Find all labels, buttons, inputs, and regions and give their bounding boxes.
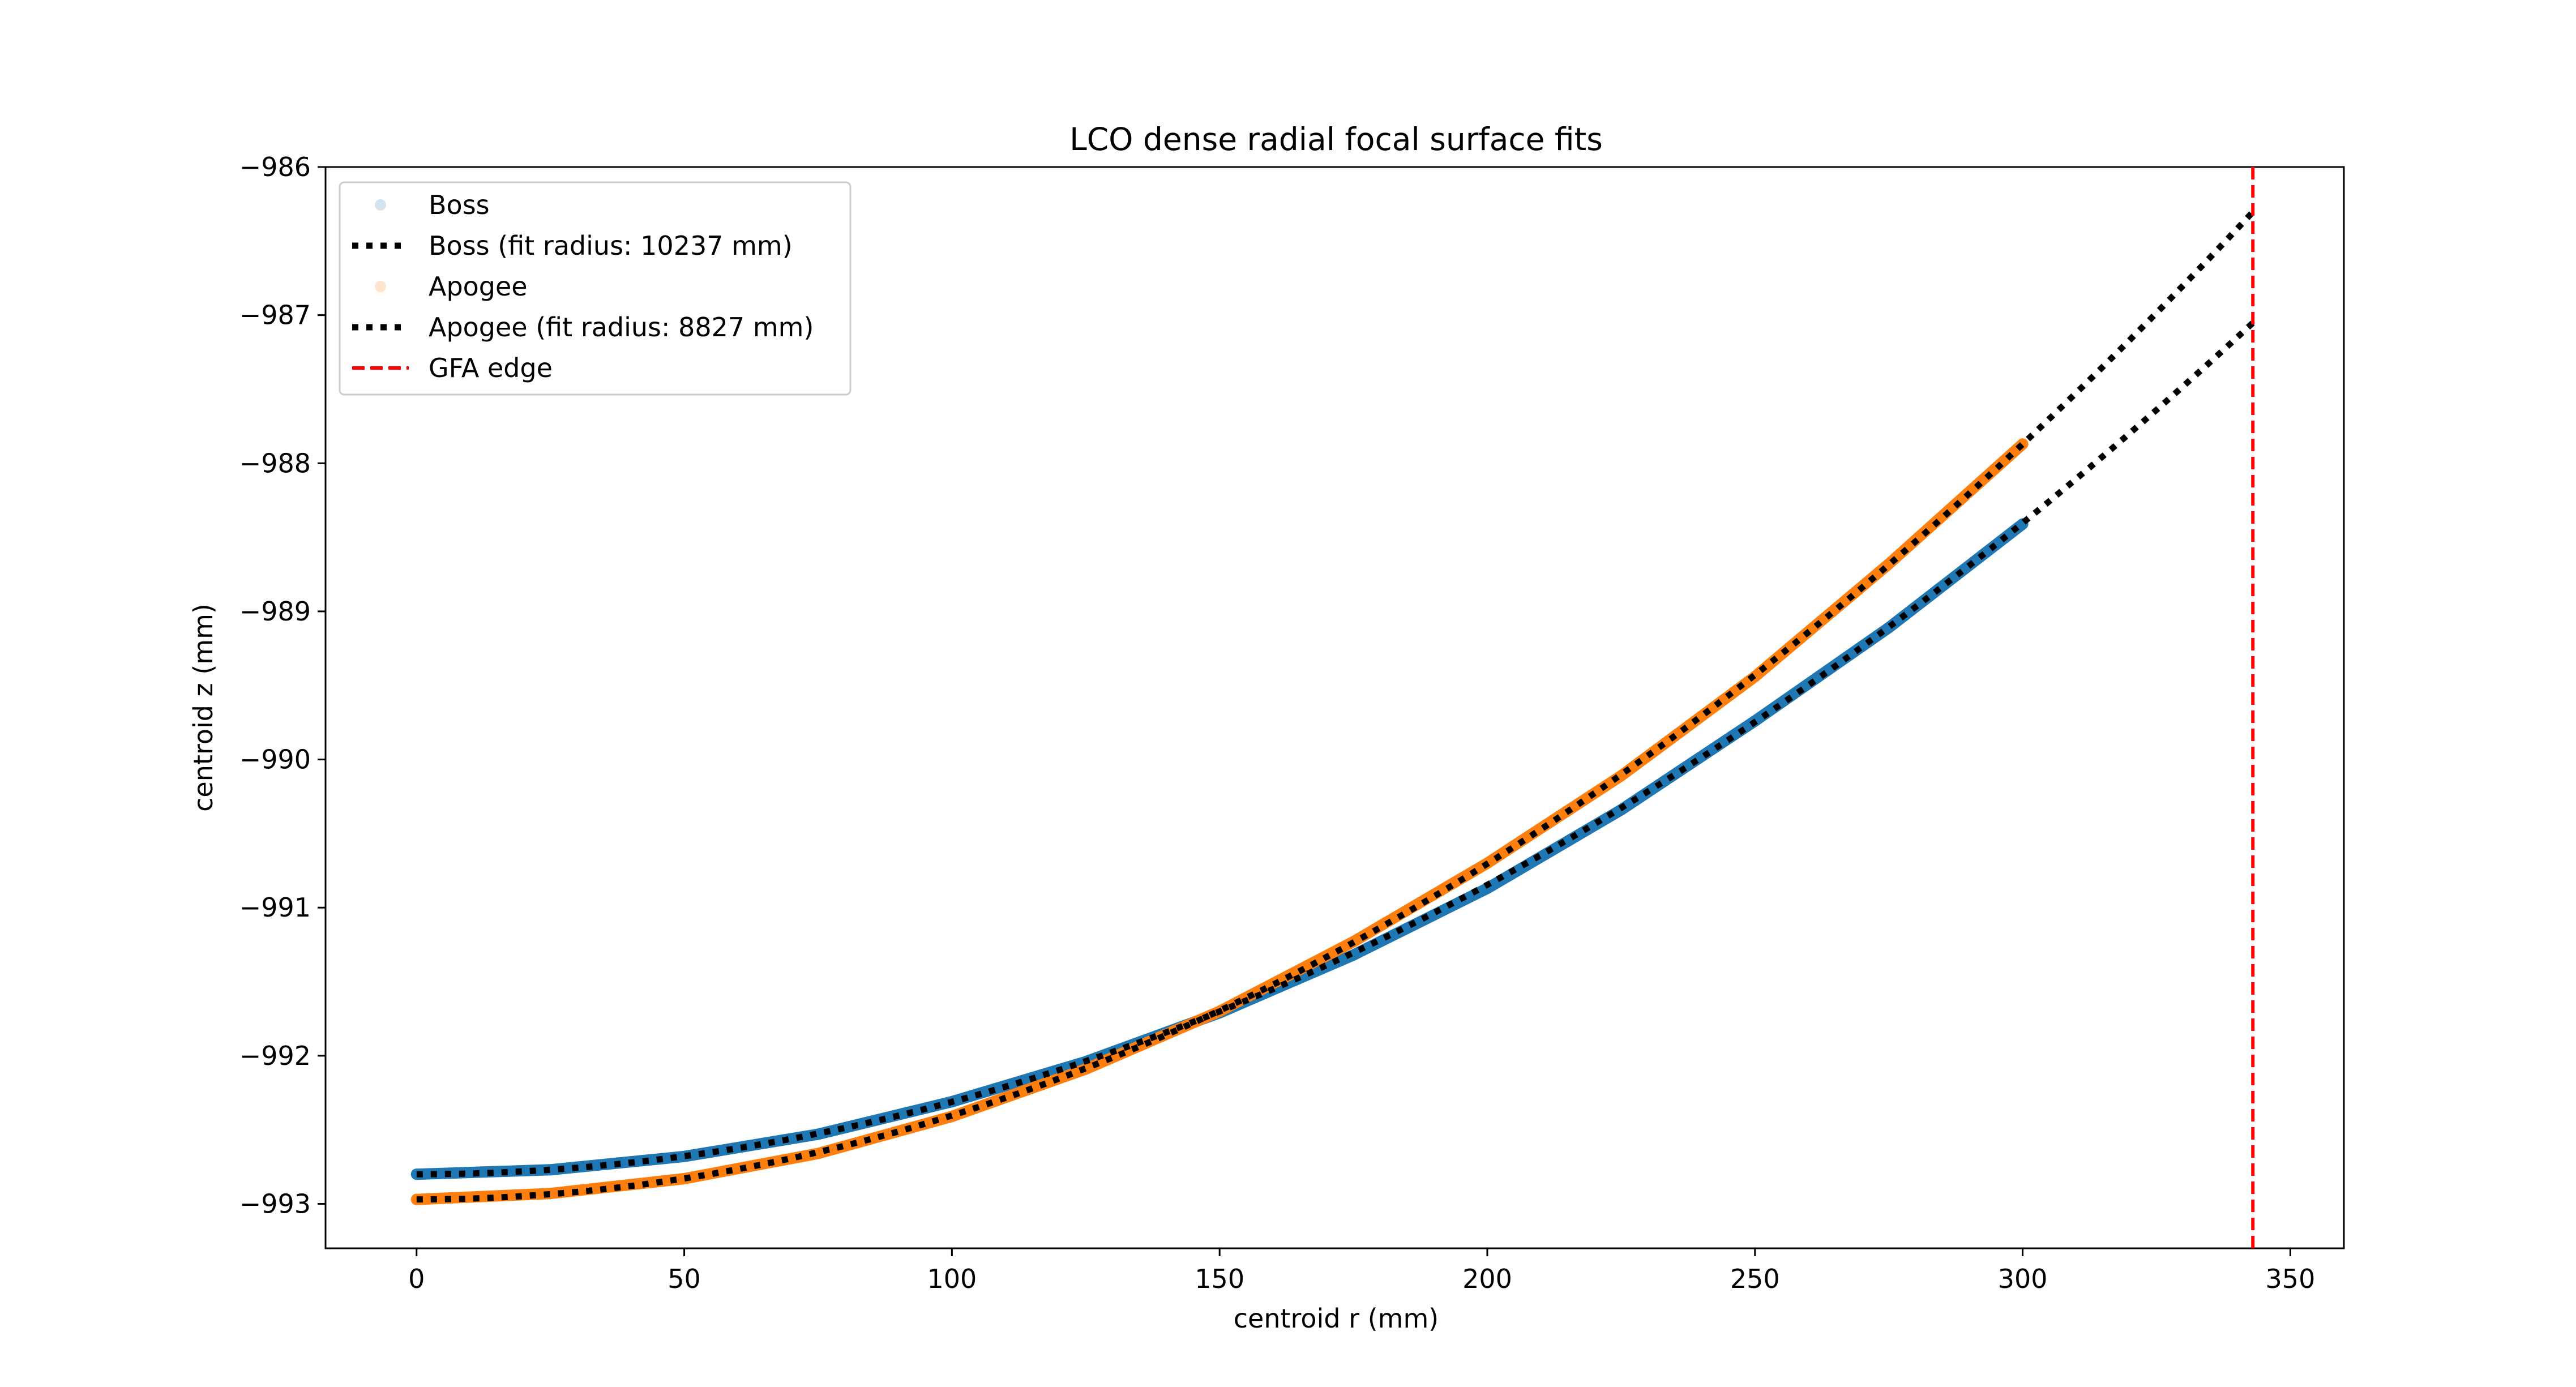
y-tick-label: −990 xyxy=(239,744,311,775)
legend-label: GFA edge xyxy=(429,353,553,383)
legend-label: Apogee (fit radius: 8827 mm) xyxy=(429,312,814,343)
x-tick-label: 250 xyxy=(1730,1264,1780,1294)
data-point-apogee xyxy=(812,1148,824,1159)
legend-label: Apogee xyxy=(429,271,528,302)
y-tick-label: −986 xyxy=(239,152,311,182)
y-tick-label: −991 xyxy=(239,892,311,923)
chart-title: LCO dense radial focal surface fits xyxy=(1069,121,1603,157)
series-layer xyxy=(410,167,2256,1248)
series-line-apogee xyxy=(410,438,2029,1205)
x-tick-label: 200 xyxy=(1462,1264,1512,1294)
y-axis: −993 −992 −991 −990 −989 −988 −987 −986 xyxy=(239,152,326,1219)
legend-label: Boss (fit radius: 10237 mm) xyxy=(429,230,793,261)
y-tick-label: −993 xyxy=(239,1189,311,1219)
x-tick-label: 350 xyxy=(2266,1264,2316,1294)
y-tick-label: −988 xyxy=(239,448,311,478)
legend-marker xyxy=(375,281,386,292)
legend-label: Boss xyxy=(429,190,490,220)
plot-frame xyxy=(324,166,2345,1249)
x-axis: 0 50 100 150 200 250 300 350 xyxy=(408,1248,2315,1294)
x-tick-label: 50 xyxy=(667,1264,701,1294)
y-tick-label: −987 xyxy=(239,300,311,331)
y-axis-label: centroid z (mm) xyxy=(188,603,219,812)
x-axis-label: centroid r (mm) xyxy=(1234,1303,1439,1334)
fit-curve xyxy=(416,320,2255,1178)
x-tick-label: 150 xyxy=(1195,1264,1244,1294)
x-tick-label: 100 xyxy=(927,1264,977,1294)
x-tick-label: 300 xyxy=(1998,1264,2048,1294)
fit-curve xyxy=(416,209,2256,1203)
y-tick-label: −989 xyxy=(239,596,311,627)
y-tick-label: −992 xyxy=(239,1041,311,1071)
series-line-boss xyxy=(410,518,2029,1180)
legend-marker xyxy=(375,199,386,211)
legend: Boss Boss (fit radius: 10237 mm) Apogee Apo… xyxy=(339,181,851,396)
x-tick-label: 0 xyxy=(408,1264,425,1294)
legend-frame xyxy=(339,181,851,396)
plot-area xyxy=(324,166,2345,1249)
